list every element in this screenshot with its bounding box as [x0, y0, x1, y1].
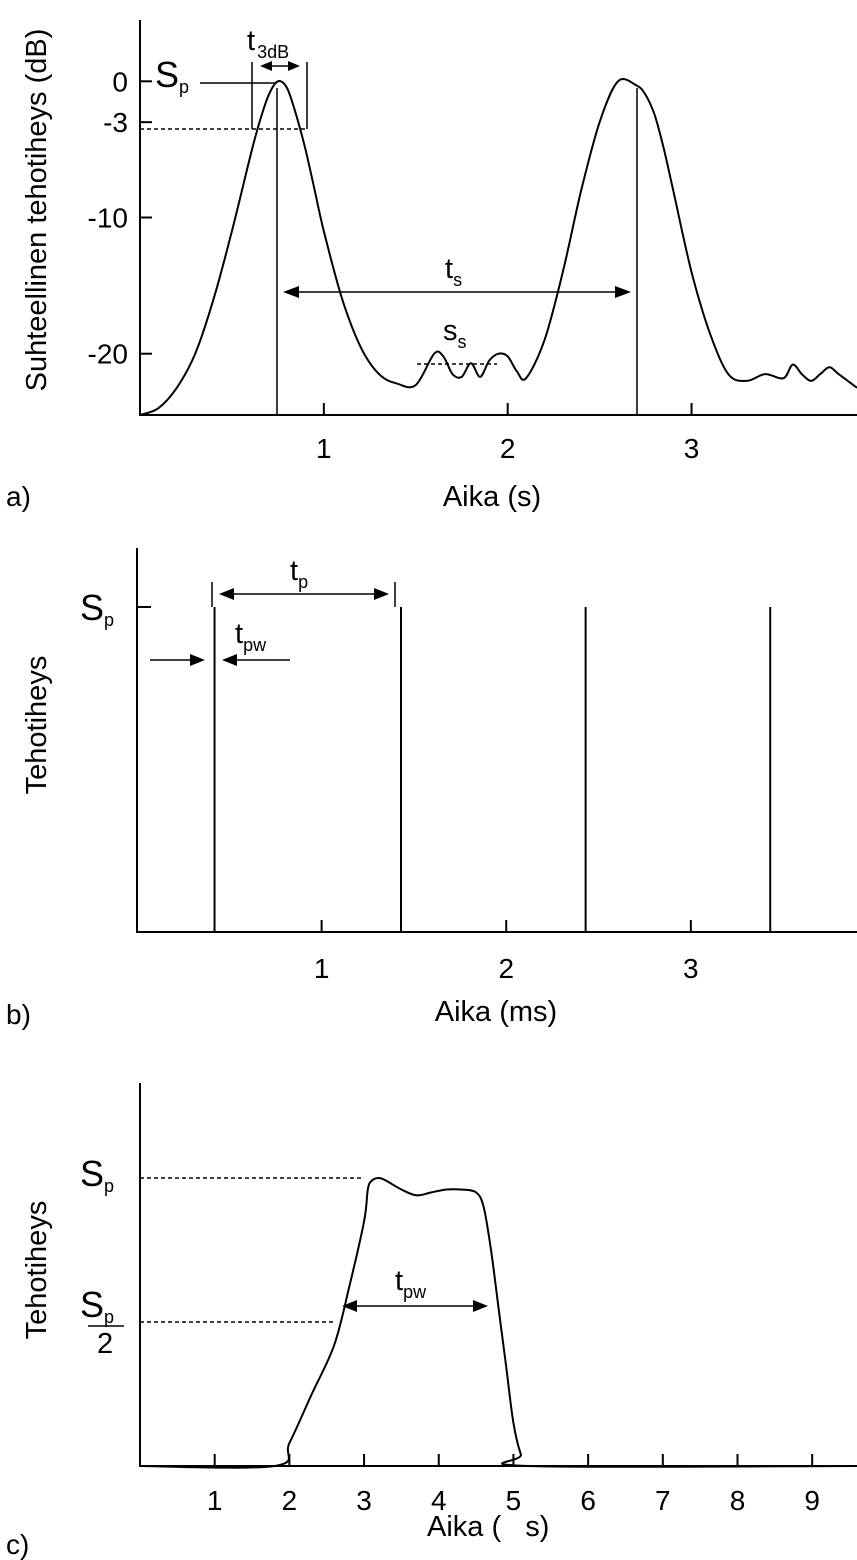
panel-c-sp-half-numerator: Sp [80, 1284, 114, 1327]
panel-c-series-line [139, 1176, 857, 1469]
panel-b-ylabel: Tehotiheys [21, 656, 53, 795]
panel-c-label: c) [6, 1529, 29, 1560]
panel-b-tp-label: tp [290, 555, 308, 592]
panel-a-label: a) [6, 481, 31, 512]
panel-b-sp-tick-label: Sp [80, 587, 114, 630]
panel-c-x-tick-label: 5 [506, 1485, 522, 1516]
panel-c-tpw-arrow-right-head [473, 1300, 488, 1312]
panel-c-axes [139, 1083, 857, 1467]
panel-c-xlabel: Aika ( s) [427, 1511, 549, 1543]
panel-b-tp-arrow-left-head [219, 588, 234, 600]
panel-a-xlabel: Aika (s) [443, 481, 541, 513]
panel-a-y-tick-label: -10 [88, 203, 128, 234]
panel-a-y-tick-label: 0 [112, 66, 128, 97]
panel-a-y-ticks: 0 -3 -10 -20 [88, 66, 152, 370]
panel-a-x-tick-label: 2 [500, 433, 516, 464]
panel-a-ss-label: ss [443, 315, 467, 352]
panel-a-ylabel: Suhteellinen tehotiheys (dB) [21, 29, 53, 392]
panel-b-xlabel: Aika (ms) [435, 996, 557, 1028]
panel-c: 1 2 3 4 5 6 7 8 9 Sp Sp 2 tpw Aika ( s) Tehotihe… [6, 1083, 857, 1560]
panel-a-sp-label: Sp [155, 54, 189, 97]
panel-b-axes [136, 548, 857, 933]
panel-c-x-tick-label: 4 [431, 1485, 447, 1516]
panel-b-label: b) [6, 999, 31, 1030]
panel-a-x-tick-label: 3 [684, 433, 700, 464]
panel-b: 1 2 3 Sp tp tpw Aika (ms) Tehotiheys b) [6, 548, 857, 1030]
panel-a-y-tick-label: -3 [103, 107, 128, 138]
panel-b-tpw-right-arrow-head [222, 654, 237, 666]
panel-c-ylabel: Tehotiheys [21, 1201, 53, 1340]
panel-a-ts-arrow-left-head [283, 286, 299, 298]
panel-a: 1 2 3 0 -3 -10 -20 Sp t 3dB ts ss Aika (s) Suh… [6, 20, 857, 513]
panel-a-axes [139, 20, 857, 416]
panel-a-3db-arrow-left-head [260, 61, 272, 71]
panel-c-tpw-arrow-left-head [342, 1300, 357, 1312]
panel-b-x-tick-label: 1 [314, 953, 330, 984]
panel-c-x-tick-label: 8 [730, 1485, 746, 1516]
panel-b-tp-arrow-right-head [374, 588, 389, 600]
panel-b-x-ticks: 1 2 3 [314, 920, 699, 984]
panel-c-tpw-label: tpw [395, 1265, 427, 1302]
panel-c-sp-tick-label: Sp [80, 1153, 114, 1196]
panel-a-series-line [139, 78, 857, 416]
panel-c-x-tick-label: 3 [356, 1485, 372, 1516]
panel-b-x-tick-label: 3 [683, 953, 699, 984]
panel-a-x-tick-label: 1 [316, 433, 332, 464]
panel-b-tpw-label: tpw [235, 618, 267, 655]
panel-c-x-tick-label: 9 [804, 1485, 820, 1516]
panel-c-x-ticks: 1 2 3 4 5 6 7 8 9 [207, 1454, 820, 1516]
panel-c-x-tick-label: 6 [580, 1485, 596, 1516]
panel-b-pulses [213, 607, 772, 932]
panel-a-3db-arrow-right-head [288, 61, 300, 71]
panel-a-ts-label: ts [445, 253, 462, 290]
panel-c-x-tick-label: 7 [655, 1485, 671, 1516]
panel-c-x-tick-label: 2 [282, 1485, 298, 1516]
panel-b-tpw-left-arrow-head [190, 654, 205, 666]
panel-a-y-tick-label: -20 [88, 339, 128, 370]
panel-c-sp-half-denominator: 2 [97, 1328, 113, 1360]
panel-b-x-tick-label: 2 [498, 953, 514, 984]
panel-a-ts-arrow-right-head [615, 286, 631, 298]
panel-a-t3db-label: t 3dB [247, 25, 289, 62]
panel-c-x-tick-label: 1 [207, 1485, 223, 1516]
panel-a-x-ticks: 1 2 3 [316, 403, 699, 464]
